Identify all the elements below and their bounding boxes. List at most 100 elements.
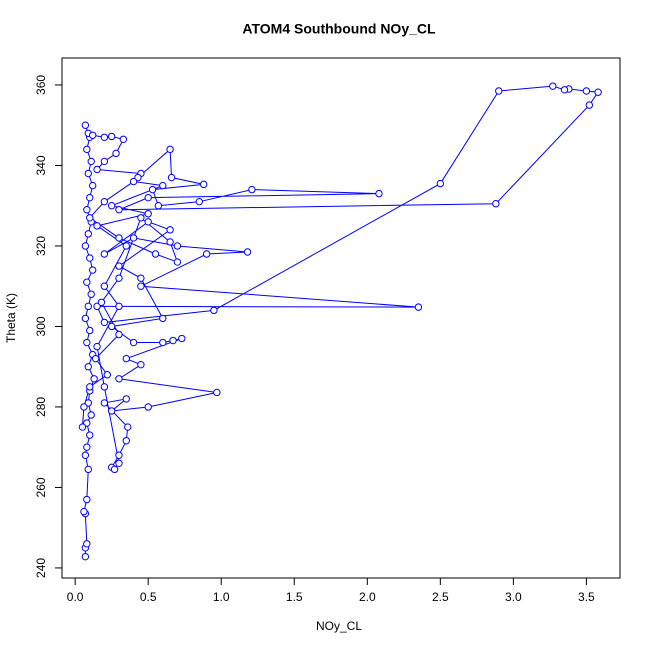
data-point: [81, 242, 90, 250]
data-point: [137, 282, 145, 290]
x-tick-label: 0.0: [67, 590, 84, 604]
x-axis-label: NOy_CL: [316, 619, 362, 633]
data-point: [83, 278, 91, 286]
chart-title: ATOM4 Southbound NOy_CL: [242, 21, 436, 37]
data-point: [86, 383, 94, 391]
data-point: [86, 431, 94, 439]
data-point: [202, 250, 211, 258]
data-point: [86, 326, 94, 335]
data-point: [115, 262, 123, 270]
data-point: [83, 540, 91, 548]
data-point: [100, 318, 109, 327]
data-point: [166, 226, 174, 234]
data-point: [115, 459, 123, 467]
data-point: [87, 411, 95, 419]
data-point: [112, 149, 120, 158]
data-point: [107, 322, 116, 331]
y-tick-label: 360: [34, 75, 48, 95]
data-point: [115, 330, 123, 339]
data-point: [81, 451, 90, 459]
data-point: [122, 354, 130, 363]
data-point: [84, 302, 92, 311]
data-point: [86, 214, 94, 222]
data-point: [585, 101, 594, 109]
data-point: [549, 82, 557, 90]
data-point: [81, 552, 90, 561]
data-point: [375, 189, 383, 198]
data-point: [173, 242, 182, 250]
data-point: [93, 165, 101, 174]
data-point: [122, 242, 130, 250]
data-point: [144, 403, 152, 411]
y-tick-label: 280: [34, 397, 48, 417]
data-point: [154, 202, 163, 210]
data-point: [122, 437, 130, 445]
data-point: [78, 423, 87, 431]
data-point: [88, 181, 97, 190]
x-tick-label: 3.0: [505, 590, 522, 604]
data-point: [107, 132, 116, 141]
data-point: [148, 185, 157, 194]
data-point: [97, 298, 106, 307]
data-point: [100, 383, 109, 391]
data-point: [199, 180, 208, 189]
data-point: [80, 507, 88, 516]
data-point: [103, 371, 111, 379]
data-point: [178, 334, 186, 343]
data-point: [137, 214, 145, 222]
data-point: [137, 360, 145, 369]
data-point: [107, 202, 116, 210]
data-point: [169, 336, 177, 345]
data-point: [91, 354, 100, 363]
data-point: [213, 388, 221, 397]
data-point: [159, 338, 167, 347]
x-tick-label: 1.5: [286, 590, 303, 604]
x-tick-label: 2.0: [359, 590, 376, 604]
data-point: [122, 395, 130, 403]
data-point: [90, 375, 98, 383]
data-point: [129, 234, 138, 242]
data-point: [100, 157, 109, 166]
data-point: [115, 206, 123, 214]
data-point: [87, 157, 95, 166]
data-point: [88, 266, 97, 274]
data-point: [159, 314, 167, 323]
y-tick-label: 260: [34, 477, 48, 497]
data-point: [124, 423, 132, 431]
data-point: [100, 133, 109, 141]
data-point: [119, 135, 128, 144]
data-point: [81, 121, 90, 129]
x-tick-label: 0.5: [140, 590, 157, 604]
data-point: [86, 254, 94, 262]
y-tick-label: 320: [34, 236, 48, 256]
data-point: [83, 338, 91, 347]
y-tick-label: 240: [34, 558, 48, 578]
data-point: [87, 290, 95, 298]
data-point: [100, 197, 109, 206]
data-point: [173, 258, 182, 266]
data-point: [84, 362, 92, 371]
data-point: [151, 250, 160, 258]
data-point: [195, 197, 204, 206]
data-point: [144, 210, 152, 218]
x-tick-label: 1.0: [213, 590, 230, 604]
y-tick-label: 300: [34, 316, 48, 336]
data-point: [243, 248, 252, 256]
data-point: [492, 199, 500, 208]
data-point: [210, 306, 218, 315]
data-point: [83, 495, 91, 504]
y-tick-label: 340: [34, 155, 48, 175]
data-point: [115, 451, 123, 459]
data-point: [167, 173, 176, 182]
data-point: [88, 131, 97, 139]
data-point: [100, 282, 109, 290]
data-point: [166, 145, 174, 154]
data-point: [83, 443, 91, 451]
data-point: [115, 234, 123, 242]
data-point: [115, 375, 123, 383]
data-point: [81, 314, 90, 323]
data-point: [93, 222, 101, 230]
data-point: [436, 179, 445, 188]
